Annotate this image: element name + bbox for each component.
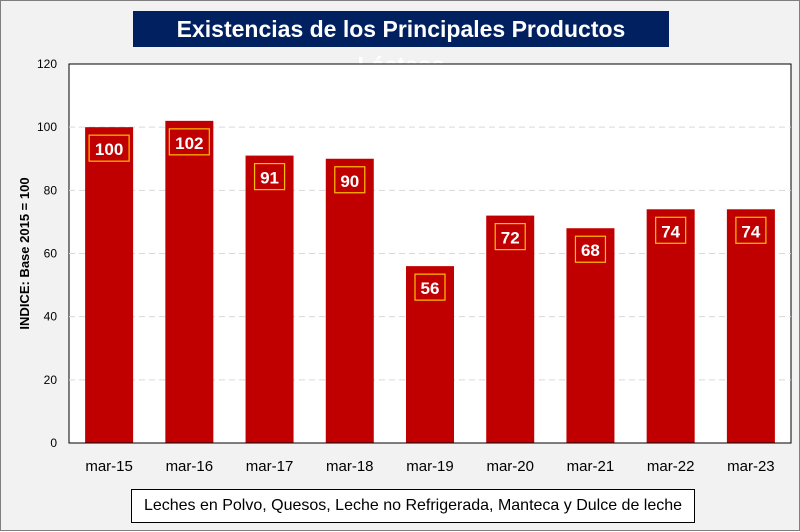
data-label-box bbox=[168, 128, 210, 156]
data-label: 56 bbox=[421, 279, 440, 298]
data-label-box bbox=[735, 216, 767, 244]
x-tick-label: mar-15 bbox=[85, 458, 133, 475]
y-tick-label: 100 bbox=[37, 120, 57, 134]
data-label-box bbox=[88, 134, 130, 162]
y-tick-label: 40 bbox=[44, 310, 58, 324]
bar bbox=[245, 155, 294, 443]
data-label-box bbox=[494, 223, 526, 251]
x-tick-label: mar-16 bbox=[166, 458, 214, 475]
data-label: 102 bbox=[175, 134, 203, 153]
data-label-box bbox=[334, 166, 366, 194]
bar bbox=[726, 209, 775, 443]
bar bbox=[486, 215, 535, 443]
data-label: 90 bbox=[340, 172, 359, 191]
bar bbox=[566, 228, 615, 443]
data-label: 74 bbox=[741, 222, 760, 241]
x-tick-label: mar-21 bbox=[567, 458, 615, 475]
x-tick-label: mar-18 bbox=[326, 458, 374, 475]
data-label: 68 bbox=[581, 241, 600, 260]
y-tick-label: 20 bbox=[44, 373, 58, 387]
bar bbox=[646, 209, 695, 443]
chart-title: Existencias de los Principales Productos… bbox=[133, 11, 669, 78]
x-tick-label: mar-22 bbox=[647, 458, 695, 475]
data-label-box bbox=[655, 216, 687, 244]
chart-note: Leches en Polvo, Quesos, Leche no Refrig… bbox=[131, 489, 695, 523]
data-label: 72 bbox=[501, 229, 520, 248]
data-label: 100 bbox=[95, 140, 123, 159]
x-tick-label: mar-20 bbox=[486, 458, 534, 475]
x-tick-label: mar-23 bbox=[727, 458, 775, 475]
data-label-box bbox=[574, 235, 607, 263]
x-tick-label: mar-19 bbox=[406, 458, 454, 475]
data-label: 91 bbox=[260, 169, 279, 188]
data-label-box bbox=[253, 162, 286, 191]
data-label: 74 bbox=[661, 222, 680, 241]
y-tick-label: 80 bbox=[44, 183, 58, 197]
y-tick-label: 120 bbox=[37, 57, 57, 71]
bar bbox=[85, 127, 134, 444]
bar bbox=[165, 120, 214, 443]
bar bbox=[325, 158, 374, 443]
x-tick-label: mar-17 bbox=[246, 458, 294, 475]
y-tick-label: 60 bbox=[44, 247, 58, 261]
data-label-box bbox=[414, 273, 446, 301]
y-tick-label: 0 bbox=[50, 436, 57, 450]
y-axis-label: INDICE: Base 2015 = 100 bbox=[17, 177, 32, 329]
